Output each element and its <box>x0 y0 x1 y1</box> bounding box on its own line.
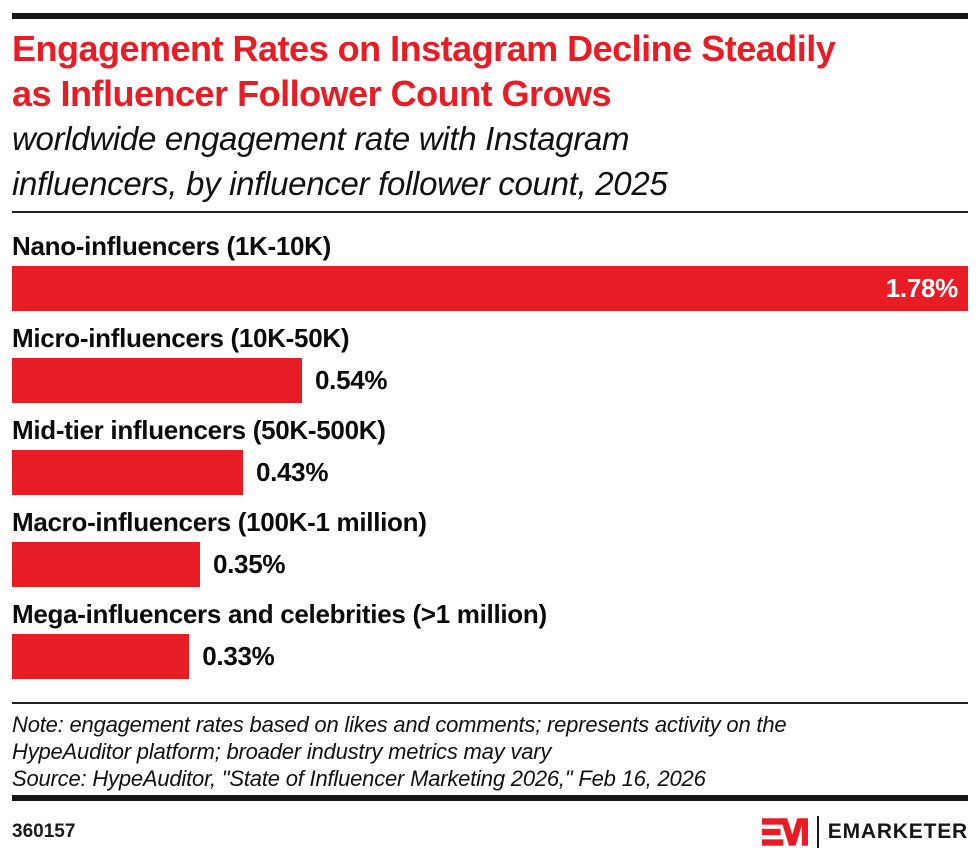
bar-row-nano: Nano-influencers (1K-10K) 1.78% <box>12 232 968 311</box>
bar-chart: Nano-influencers (1K-10K) 1.78% Micro-in… <box>12 232 968 679</box>
footer-divider <box>12 702 968 704</box>
bar-track: 0.33% <box>12 634 968 679</box>
category-label: Micro-influencers (10K-50K) <box>12 323 350 353</box>
bottom-rule <box>12 795 968 801</box>
value-label: 0.33% <box>202 641 275 671</box>
value-label: 0.54% <box>315 365 388 395</box>
bar <box>12 450 243 495</box>
category-label: Macro-influencers (100K-1 million) <box>12 507 427 537</box>
category-label: Nano-influencers (1K-10K) <box>12 231 331 261</box>
em-logo-icon <box>761 818 808 846</box>
value-label: 0.43% <box>255 457 329 487</box>
note-line2: HypeAuditor platform; broader industry m… <box>12 739 552 764</box>
bar <box>12 634 190 679</box>
bar: 1.78% <box>12 266 968 311</box>
bar-row-micro: Micro-influencers (10K-50K) 0.54% <box>12 324 968 403</box>
chart-title: Engagement Rates on Instagram Decline St… <box>12 26 968 116</box>
note-line1: Note: engagement rates based on likes an… <box>12 712 787 737</box>
bar-row-midtier: Mid-tier influencers (50K-500K) 0.43% <box>12 416 968 495</box>
bar-row-macro: Macro-influencers (100K-1 million) 0.35% <box>12 508 968 587</box>
footer-row: 360157 EMARKETER <box>12 816 968 848</box>
bar <box>12 358 303 403</box>
chart-title-line2: as Influencer Follower Count Grows <box>12 73 612 114</box>
chart-subtitle-line2: influencers, by influencer follower coun… <box>12 165 668 202</box>
top-rule <box>12 13 968 19</box>
category-label: Mid-tier influencers (50K-500K) <box>12 415 386 445</box>
value-label: 0.35% <box>212 549 286 579</box>
value-label: 1.78% <box>885 273 959 303</box>
brand-separator <box>816 816 819 848</box>
chart-subtitle-line1: worldwide engagement rate with Instagram <box>12 120 630 157</box>
bar-row-mega: Mega-influencers and celebrities (>1 mil… <box>12 600 968 679</box>
bar <box>12 542 200 587</box>
brand-lockup: EMARKETER <box>761 816 968 848</box>
bar-track: 0.35% <box>12 542 968 587</box>
category-label: Mega-influencers and celebrities (>1 mil… <box>12 599 547 629</box>
header-divider <box>12 211 968 213</box>
brand-name: EMARKETER <box>827 820 968 843</box>
note-and-source: Note: engagement rates based on likes an… <box>12 711 968 792</box>
chart-subtitle: worldwide engagement rate with Instagram… <box>12 116 968 206</box>
source-line: Source: HypeAuditor, "State of Influence… <box>12 766 706 791</box>
chart-title-line1: Engagement Rates on Instagram Decline St… <box>12 28 836 69</box>
bar-track: 1.78% <box>12 266 968 311</box>
chart-number: 360157 <box>12 821 76 842</box>
bar-track: 0.43% <box>12 450 968 495</box>
bar-track: 0.54% <box>12 358 968 403</box>
